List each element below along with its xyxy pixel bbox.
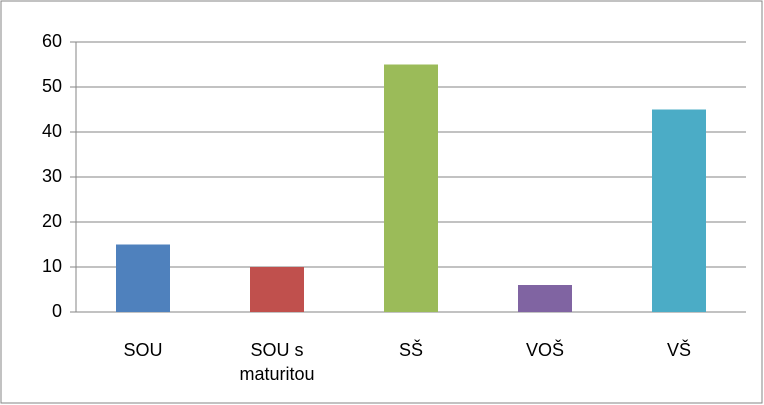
- y-tick-label: 50: [42, 76, 62, 96]
- y-tick-label: 60: [42, 31, 62, 51]
- y-tick-label: 10: [42, 256, 62, 276]
- x-tick-label: SOU: [123, 340, 163, 360]
- x-tick-label: VOŠ: [525, 340, 564, 360]
- y-tick-label: 0: [52, 301, 62, 321]
- x-tick-label: SŠ: [398, 340, 423, 360]
- y-tick-label: 40: [42, 121, 62, 141]
- bar: [384, 64, 438, 312]
- bar: [116, 244, 170, 312]
- bar: [518, 285, 572, 312]
- y-tick-label: 20: [42, 211, 62, 231]
- x-tick-label: SOU s maturitou: [239, 340, 315, 384]
- y-tick-label: 30: [42, 166, 62, 186]
- bar: [652, 109, 706, 312]
- bar: [250, 267, 304, 312]
- x-tick-label: VŠ: [666, 340, 691, 360]
